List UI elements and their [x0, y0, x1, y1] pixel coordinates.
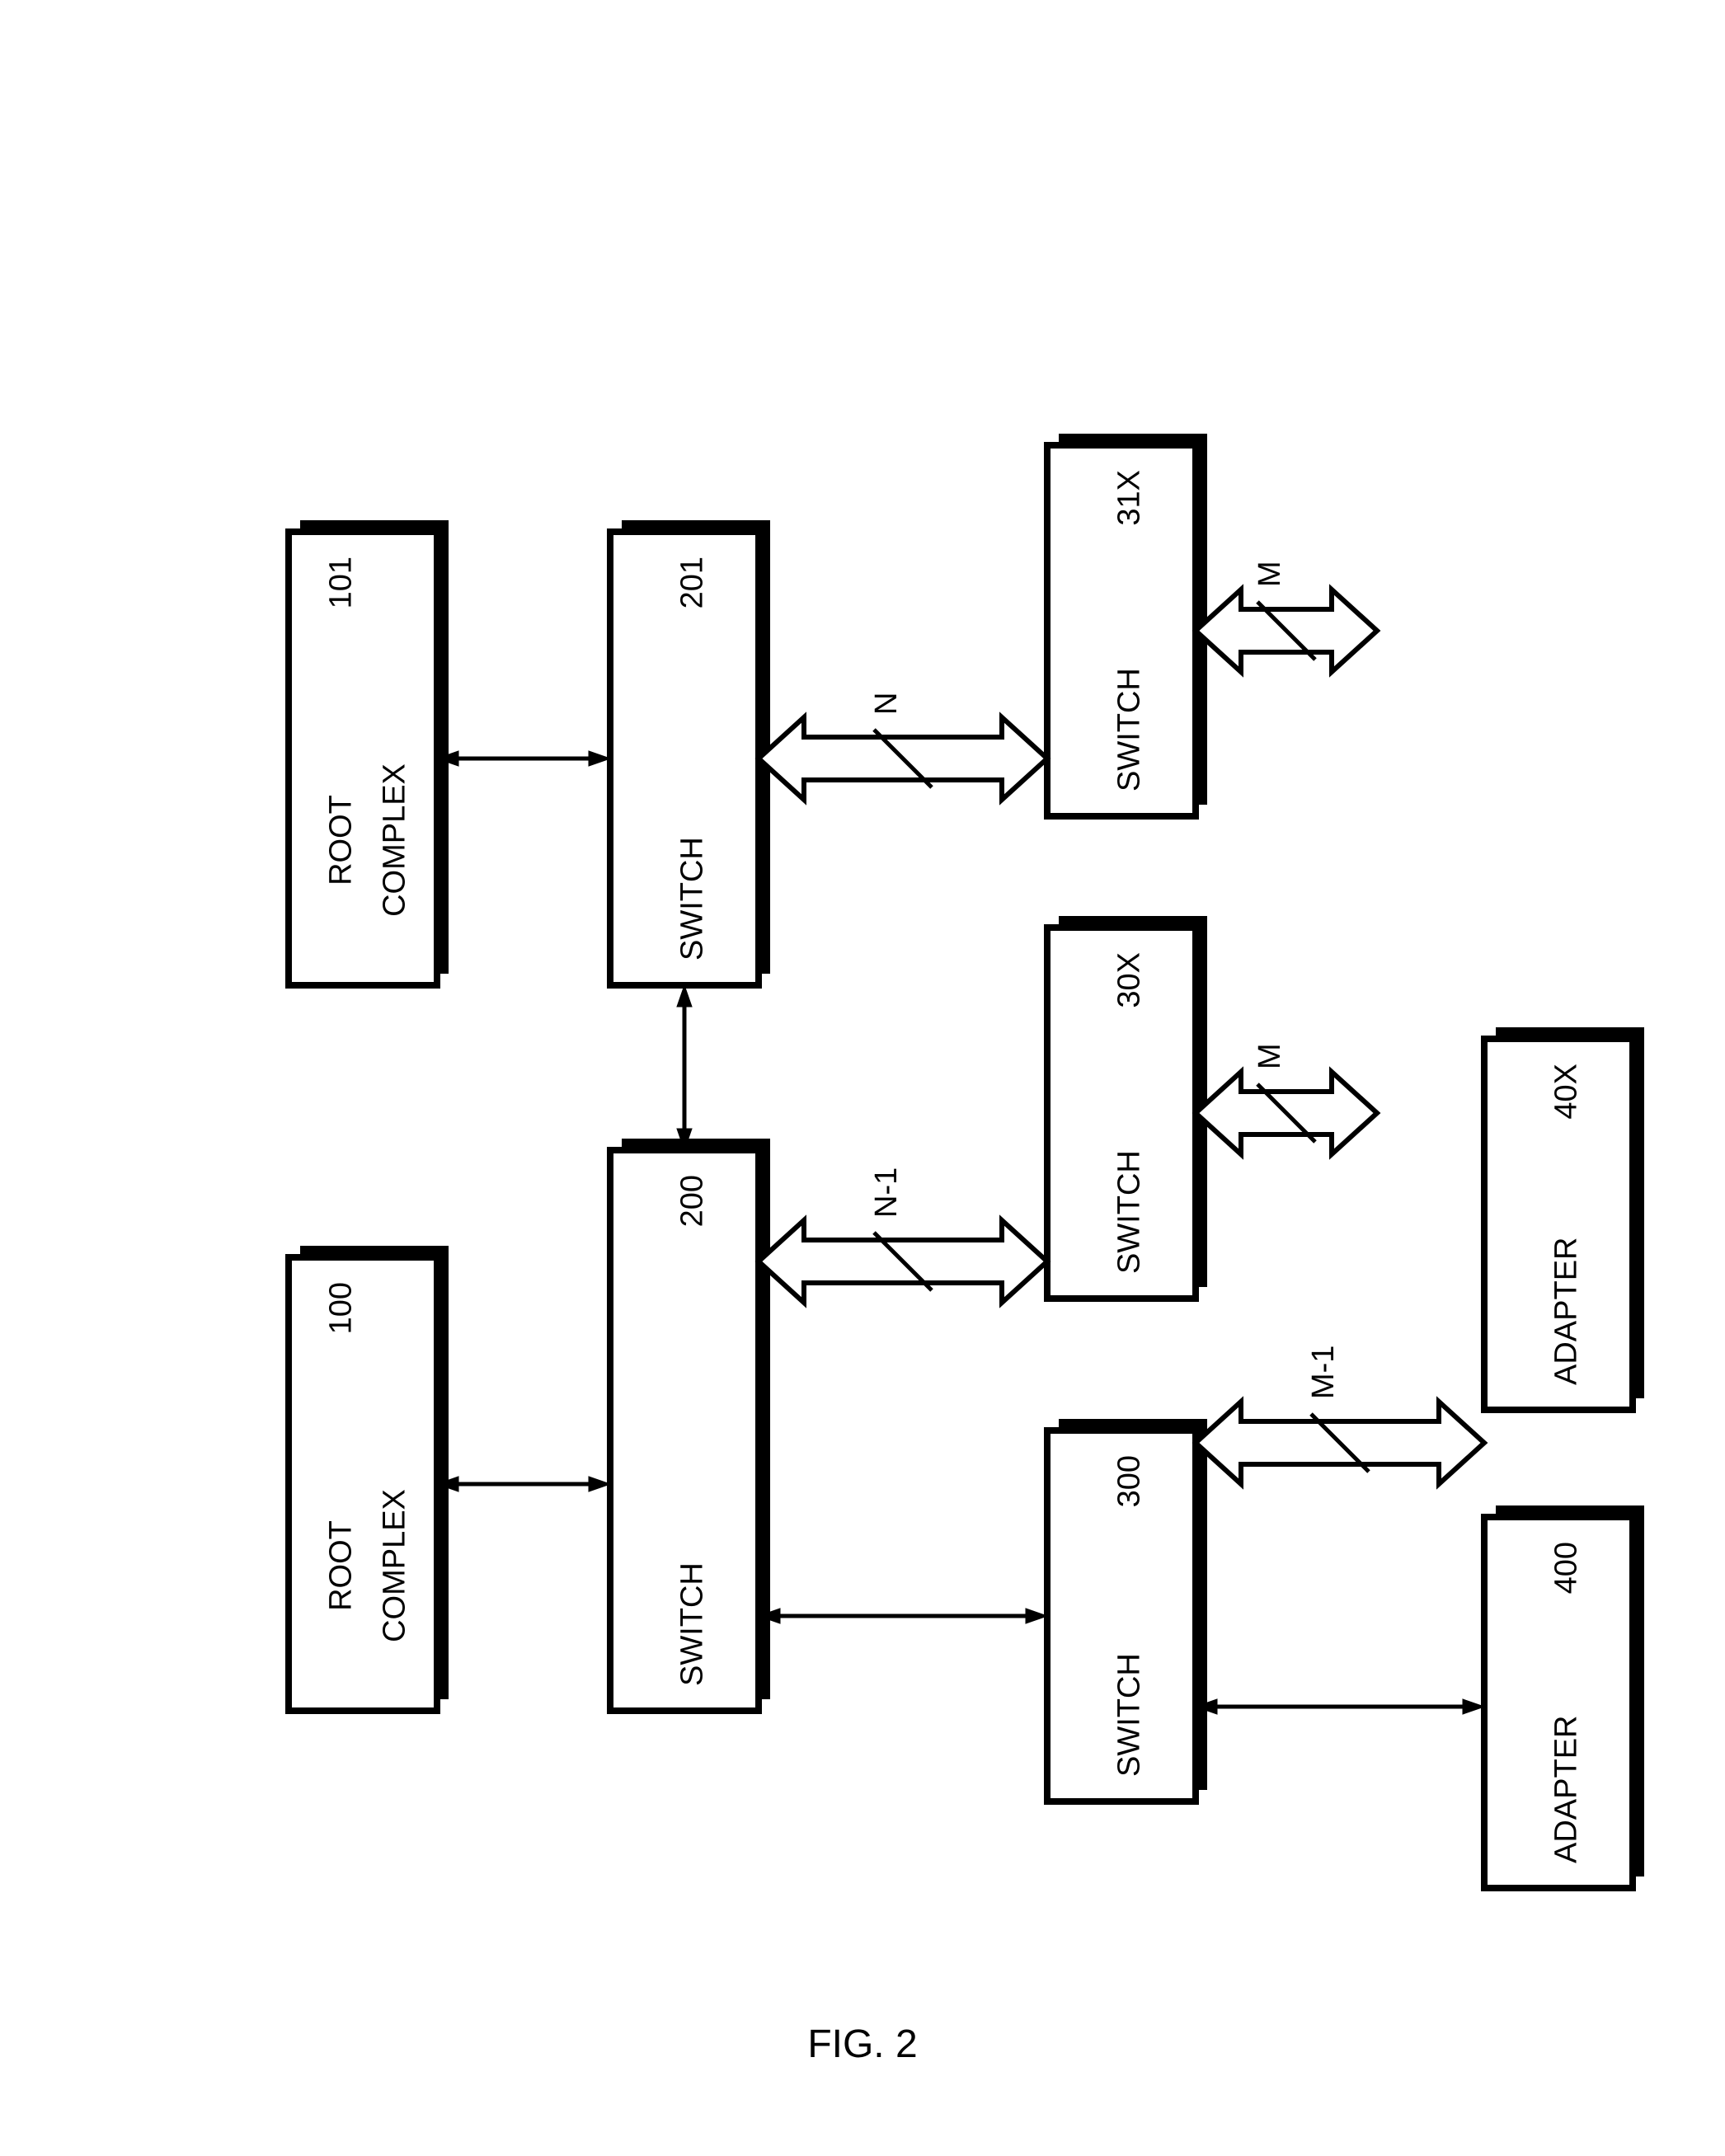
sw201-label: SWITCH — [675, 837, 710, 961]
rc101-label-1: ROOT — [324, 795, 359, 885]
rc101-label-2: COMPLEX — [377, 763, 411, 917]
block-arrow-2-label: M-1 — [1306, 1346, 1341, 1399]
rc101-box — [289, 532, 437, 985]
sw300-label: SWITCH — [1112, 1653, 1147, 1777]
block-arrow-3-label: M — [1253, 1043, 1287, 1069]
ad40x-label: ADAPTER — [1549, 1238, 1584, 1385]
figure-svg: ROOT COMPLEX 100 ROOT COMPLEX 101 SWITCH 200 SWI… — [0, 0, 1725, 2156]
sw300-id: 300 — [1112, 1455, 1147, 1507]
figure-caption: FIG. 2 — [807, 2022, 917, 2066]
rc101-id: 101 — [324, 557, 359, 608]
block-arrow-0-label: N-1 — [869, 1167, 904, 1218]
block-arrow-1-label: N — [869, 693, 904, 715]
rc100-box — [289, 1257, 437, 1711]
rc100-label-1: ROOT — [324, 1520, 359, 1611]
sw31x-id: 31X — [1112, 470, 1147, 526]
sw200-id: 200 — [675, 1175, 710, 1227]
sw31x-label: SWITCH — [1112, 668, 1147, 791]
sw30x-label: SWITCH — [1112, 1150, 1147, 1274]
block-arrow-4-label: M — [1253, 561, 1287, 587]
rc100-id: 100 — [324, 1282, 359, 1334]
rc100-label-2: COMPLEX — [377, 1489, 411, 1642]
ad40x-id: 40X — [1549, 1064, 1584, 1120]
sw30x-id: 30X — [1112, 952, 1147, 1008]
ad400-label: ADAPTER — [1549, 1716, 1584, 1863]
sw200-label: SWITCH — [675, 1562, 710, 1686]
ad400-id: 400 — [1549, 1542, 1584, 1594]
sw201-id: 201 — [675, 557, 710, 608]
